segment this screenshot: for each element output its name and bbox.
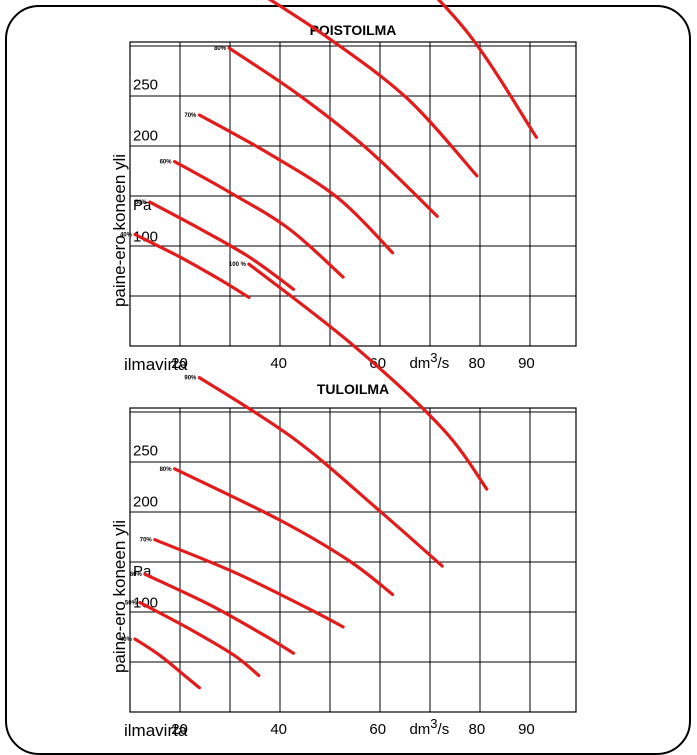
chart-grid — [129, 407, 577, 713]
x-unit-label: dm3/s — [409, 350, 449, 372]
series-label: 70% — [184, 113, 197, 119]
x-tick-label: 60 — [369, 355, 386, 372]
series-label: 60% — [130, 572, 143, 578]
y-tick-label: 250 — [133, 77, 158, 94]
series-label: 40% — [120, 233, 133, 239]
series-label: 50% — [125, 601, 138, 607]
x-tick-label: 20 — [171, 721, 188, 738]
x-tick-label: 20 — [171, 355, 188, 372]
x-axis-label: ilmavirta — [124, 721, 188, 740]
chart-title: POISTOILMA — [310, 22, 397, 38]
x-tick-label: 60 — [369, 721, 386, 738]
series-line-40 — [133, 637, 201, 690]
x-tick-label: 40 — [270, 721, 287, 738]
y-tick-label: 250 — [133, 443, 158, 460]
series-line-60 — [173, 160, 345, 279]
series-line-50 — [138, 601, 261, 678]
series-line-90 — [267, 0, 479, 178]
series-line-60 — [143, 572, 296, 655]
x-tick-label: 40 — [270, 355, 287, 372]
series-label: 80% — [214, 46, 227, 52]
x-axis-label: ilmavirta — [124, 355, 188, 374]
plot-border — [129, 407, 577, 713]
x-tick-label: 80 — [469, 355, 486, 372]
series-label: 100 % — [229, 262, 247, 268]
y-axis-label: paine-ero koneen yli — [110, 154, 129, 307]
series-line-90 — [197, 376, 444, 568]
series-label: 70% — [140, 538, 153, 544]
x-tick-label: 90 — [518, 721, 535, 738]
series-label: 80% — [160, 467, 173, 473]
series-line-50 — [148, 200, 296, 291]
x-tick-label: 90 — [518, 355, 535, 372]
y-axis-label: paine-ero koneen yli — [110, 520, 129, 673]
series-line-40 — [133, 232, 251, 299]
series-label: 40% — [120, 637, 133, 643]
y-unit-label: Pa — [133, 197, 152, 214]
y-tick-label: 200 — [133, 127, 158, 144]
series-line-70 — [153, 538, 345, 629]
series-line-80 — [227, 46, 439, 218]
x-tick-label: 80 — [469, 721, 486, 738]
series-label: 50% — [135, 200, 148, 206]
chart-grid — [129, 41, 577, 347]
x-unit-label: dm3/s — [409, 716, 449, 738]
y-tick-label: 200 — [133, 493, 158, 510]
series-label: 90% — [184, 376, 197, 382]
series-line-80 — [173, 467, 395, 597]
series-line-100 — [436, 0, 538, 139]
series-line-70 — [197, 113, 395, 255]
plot-border — [129, 41, 577, 347]
chart-title: TULOILMA — [317, 381, 389, 397]
series-line-100 — [247, 262, 489, 491]
series-label: 60% — [160, 160, 173, 166]
